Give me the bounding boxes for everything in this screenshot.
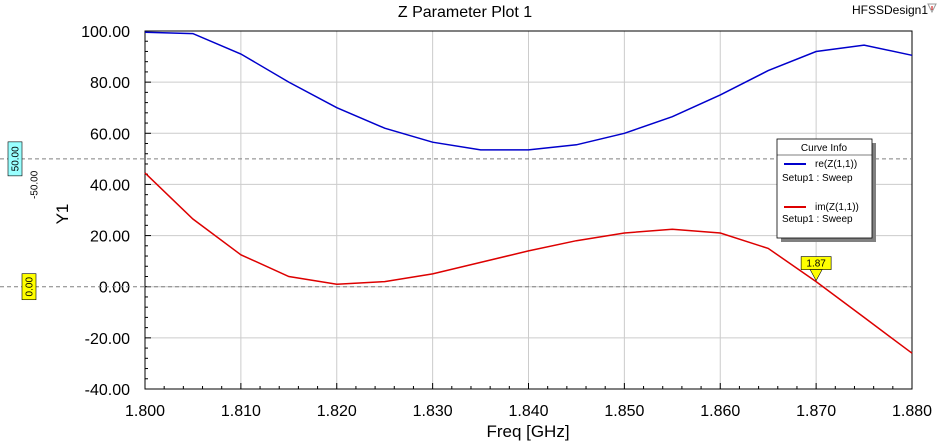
y-axis-label: Y1 <box>53 204 72 225</box>
legend-entry-setup-im: Setup1 : Sweep <box>782 214 853 225</box>
legend-entry-setup-re: Setup1 : Sweep <box>782 173 853 184</box>
series-line-re-z11 <box>144 31 913 151</box>
y-tick-label: 100.00 <box>81 24 130 41</box>
reference-offset-label: -50.00 <box>30 170 41 199</box>
legend-entry-name-im: im(Z(1,1)) <box>815 202 859 213</box>
y-tick-label: 0.00 <box>99 280 130 297</box>
x-axis-ticks: 1.800 1.810 1.820 1.830 1.840 1.850 1.860 1.870… <box>125 383 932 420</box>
design-name: HFSSDesign1 <box>852 3 928 17</box>
y-tick-label: 20.00 <box>90 229 130 246</box>
x-tick-label: 1.830 <box>413 403 453 420</box>
x-tick-label: 1.800 <box>125 403 165 420</box>
y-tick-label: 80.00 <box>90 75 130 92</box>
legend-title: Curve Info <box>801 143 848 154</box>
x-tick-label: 1.870 <box>796 403 836 420</box>
design-icon <box>927 3 937 14</box>
y-tick-label: -40.00 <box>85 382 130 399</box>
legend[interactable]: Curve Info re(Z(1,1)) Setup1 : Sweep im(… <box>776 138 876 242</box>
reference-badge-0[interactable]: 0.00 <box>21 273 37 301</box>
x-tick-label: 1.880 <box>892 403 932 420</box>
x-tick-label: 1.850 <box>604 403 644 420</box>
x-tick-label: 1.810 <box>221 403 261 420</box>
legend-entry-name-re: re(Z(1,1)) <box>815 159 857 170</box>
minor-ticks <box>145 40 894 389</box>
series-line-im-z11 <box>144 172 913 354</box>
chart-title: Z Parameter Plot 1 <box>398 4 532 21</box>
y-tick-label: 60.00 <box>90 126 130 143</box>
y-tick-label: 40.00 <box>90 177 130 194</box>
x-axis-label: Freq [GHz] <box>486 422 569 441</box>
reference-badge-50[interactable]: 50.00 <box>7 141 23 177</box>
marker-triangle-icon <box>809 269 823 282</box>
reference-badge-50-label: 50.00 <box>11 146 22 171</box>
reference-badge-0-label: 0.00 <box>25 277 36 297</box>
x-tick-label: 1.860 <box>700 403 740 420</box>
marker-label: 1.87 <box>806 259 826 270</box>
y-axis-ticks: 100.00 80.00 60.00 40.00 20.00 0.00 -20.00 -40.… <box>81 24 151 399</box>
y-tick-label: -20.00 <box>85 331 130 348</box>
marker-1-87[interactable]: 1.87 <box>800 256 832 282</box>
x-tick-label: 1.820 <box>317 403 357 420</box>
x-tick-label: 1.840 <box>508 403 548 420</box>
